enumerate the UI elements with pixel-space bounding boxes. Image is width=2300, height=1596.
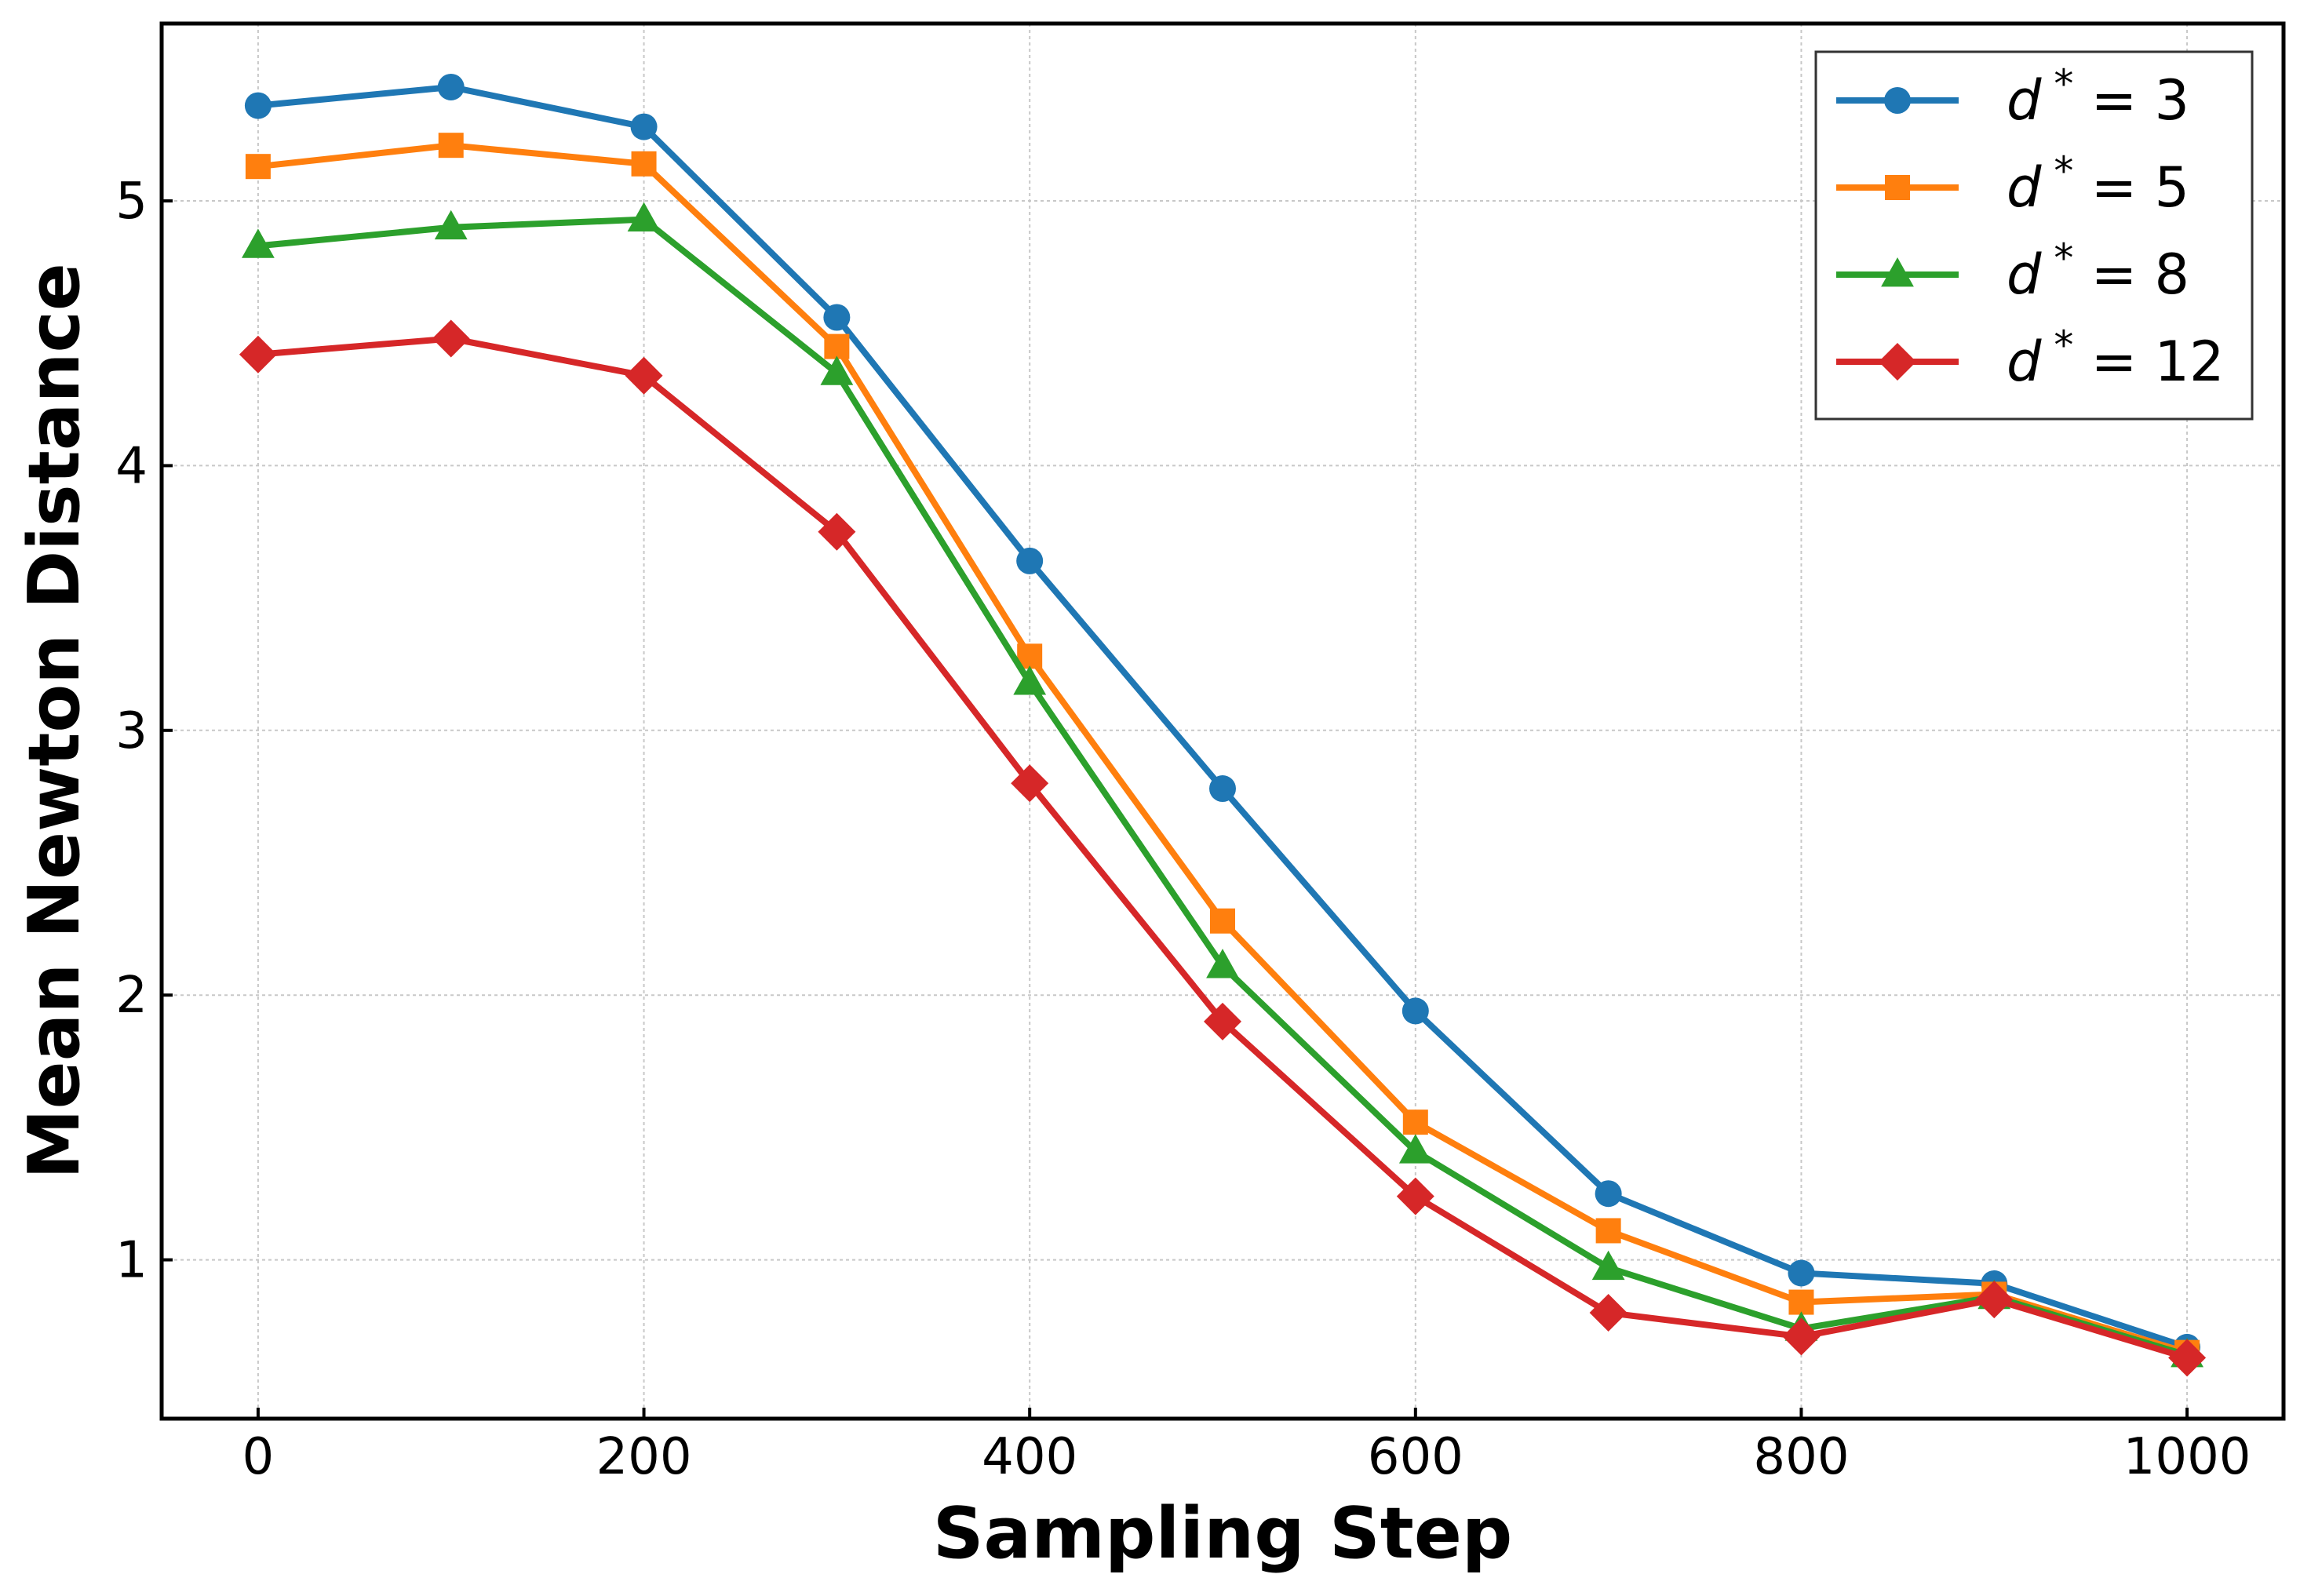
data-point bbox=[2168, 1339, 2207, 1377]
y-tick-label: 2 bbox=[115, 967, 148, 1025]
series-layer bbox=[239, 73, 2207, 1377]
data-point bbox=[1788, 1289, 1814, 1315]
legend-item: d * = 3 bbox=[1836, 61, 2189, 133]
data-point bbox=[1591, 1250, 1625, 1281]
data-point bbox=[1782, 1317, 1821, 1356]
legend-item: d * = 12 bbox=[1836, 322, 2225, 394]
data-point bbox=[1402, 1110, 1428, 1135]
legend-item: d * = 8 bbox=[1836, 235, 2189, 307]
data-point bbox=[1013, 665, 1047, 695]
axis-ticks: 0 200 400 600 800 1000 1 2 3 4 5 bbox=[115, 173, 2251, 1486]
y-axis-title: Mean Newton Distance bbox=[13, 263, 96, 1179]
data-point bbox=[1396, 1177, 1434, 1215]
grid bbox=[162, 24, 2284, 1419]
plot-area-frame bbox=[159, 21, 2286, 1421]
data-point bbox=[631, 151, 657, 177]
data-point bbox=[1788, 1259, 1815, 1287]
y-tick-label: 3 bbox=[115, 702, 148, 760]
data-point bbox=[437, 73, 465, 100]
legend-label: d * = 8 bbox=[2007, 235, 2189, 307]
x-axis-title: Sampling Step bbox=[933, 1492, 1513, 1575]
series-3 bbox=[239, 319, 2207, 1377]
data-point bbox=[244, 92, 272, 119]
data-point bbox=[1204, 1002, 1241, 1040]
data-point bbox=[627, 202, 661, 232]
legend-marker bbox=[1885, 175, 1910, 200]
data-point bbox=[1011, 764, 1049, 803]
series-0 bbox=[244, 73, 2201, 1361]
legend-item: d * = 5 bbox=[1836, 148, 2189, 220]
data-point bbox=[1016, 547, 1044, 574]
x-tick-label: 0 bbox=[242, 1428, 275, 1486]
legend-marker bbox=[1884, 87, 1911, 114]
data-point bbox=[434, 210, 468, 240]
y-tick-label: 1 bbox=[115, 1232, 148, 1290]
data-point bbox=[630, 113, 658, 140]
x-tick-label: 800 bbox=[1753, 1428, 1849, 1486]
data-point bbox=[438, 133, 464, 159]
data-point bbox=[824, 333, 850, 359]
legend-label: d * = 3 bbox=[2007, 61, 2189, 133]
data-point bbox=[820, 355, 854, 385]
legend-label: d * = 12 bbox=[2007, 322, 2225, 394]
data-point bbox=[1209, 775, 1236, 803]
legend: d * = 3 d * = 5 d * = 8 d * = 12 bbox=[1814, 50, 2254, 421]
data-point bbox=[239, 335, 277, 373]
data-point bbox=[1402, 997, 1429, 1025]
y-tick-label: 4 bbox=[115, 437, 148, 495]
data-point bbox=[1206, 949, 1239, 978]
legend-marker bbox=[1879, 343, 1916, 381]
data-point bbox=[1398, 1134, 1432, 1164]
data-point bbox=[823, 304, 851, 331]
data-point bbox=[1210, 908, 1235, 934]
legend-marker bbox=[1881, 257, 1914, 287]
x-tick-label: 400 bbox=[982, 1428, 1077, 1486]
data-point bbox=[245, 154, 271, 180]
data-point bbox=[625, 356, 663, 395]
y-tick-label: 5 bbox=[115, 173, 148, 231]
data-point bbox=[818, 512, 856, 551]
data-point bbox=[242, 228, 275, 258]
data-point bbox=[1595, 1218, 1621, 1244]
data-point bbox=[432, 319, 470, 358]
data-point bbox=[1589, 1294, 1627, 1332]
x-tick-label: 1000 bbox=[2123, 1428, 2251, 1486]
legend-label: d * = 5 bbox=[2007, 148, 2189, 220]
data-point bbox=[1975, 1281, 2014, 1319]
data-point bbox=[1595, 1180, 1622, 1208]
x-tick-label: 600 bbox=[1368, 1428, 1463, 1486]
x-tick-label: 200 bbox=[596, 1428, 691, 1486]
